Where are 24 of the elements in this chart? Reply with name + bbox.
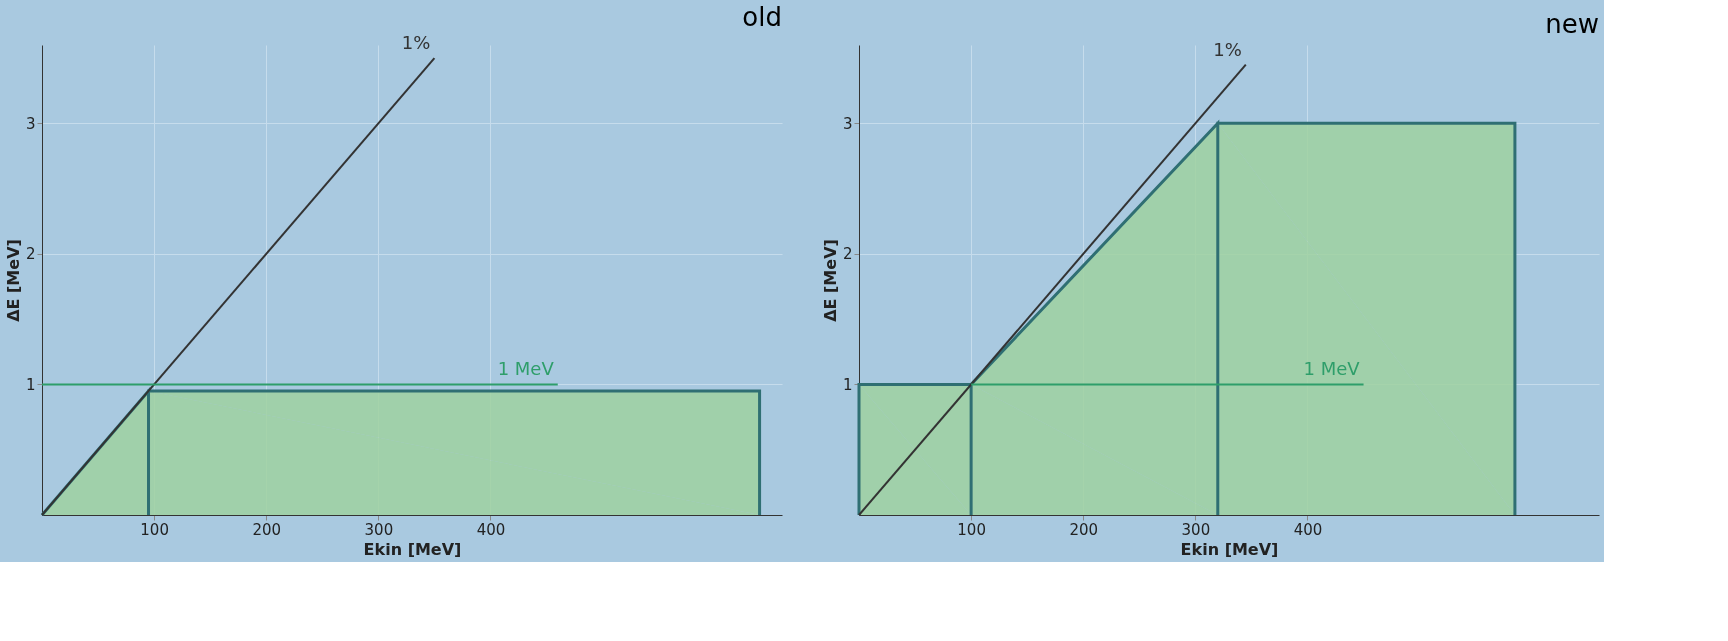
y-axis-title: ΔE [MeV] — [820, 239, 840, 322]
series-label: 1% — [1213, 38, 1242, 60]
y-tick-label: 2 — [842, 245, 853, 264]
x-tick-label: 300 — [364, 520, 394, 539]
series-label: 1 MeV — [497, 358, 555, 380]
x-tick-label: 100 — [957, 520, 986, 539]
x-tick-label: 200 — [252, 520, 282, 539]
chart-title: old — [742, 2, 782, 33]
x-axis-title: Ekin [MeV] — [363, 539, 462, 559]
series-label: 1 MeV — [1303, 358, 1361, 380]
y-tick-label: 3 — [842, 114, 853, 133]
chart-title: new — [1545, 8, 1599, 39]
y-tick-label: 3 — [25, 114, 36, 133]
y-tick-label: 2 — [25, 245, 36, 264]
x-tick-label: 200 — [1069, 520, 1099, 539]
y-tick-label: 1 — [25, 375, 36, 394]
x-tick-label: 300 — [1181, 520, 1211, 539]
x-tick-label: 400 — [1293, 520, 1323, 539]
y-tick-label: 1 — [842, 375, 853, 394]
x-axis-title: Ekin [MeV] — [1180, 539, 1279, 559]
x-tick-label: 400 — [476, 520, 506, 539]
series-label: 1% — [401, 32, 431, 54]
y-axis-title: ΔE [MeV] — [3, 239, 23, 322]
x-tick-label: 100 — [140, 520, 169, 539]
